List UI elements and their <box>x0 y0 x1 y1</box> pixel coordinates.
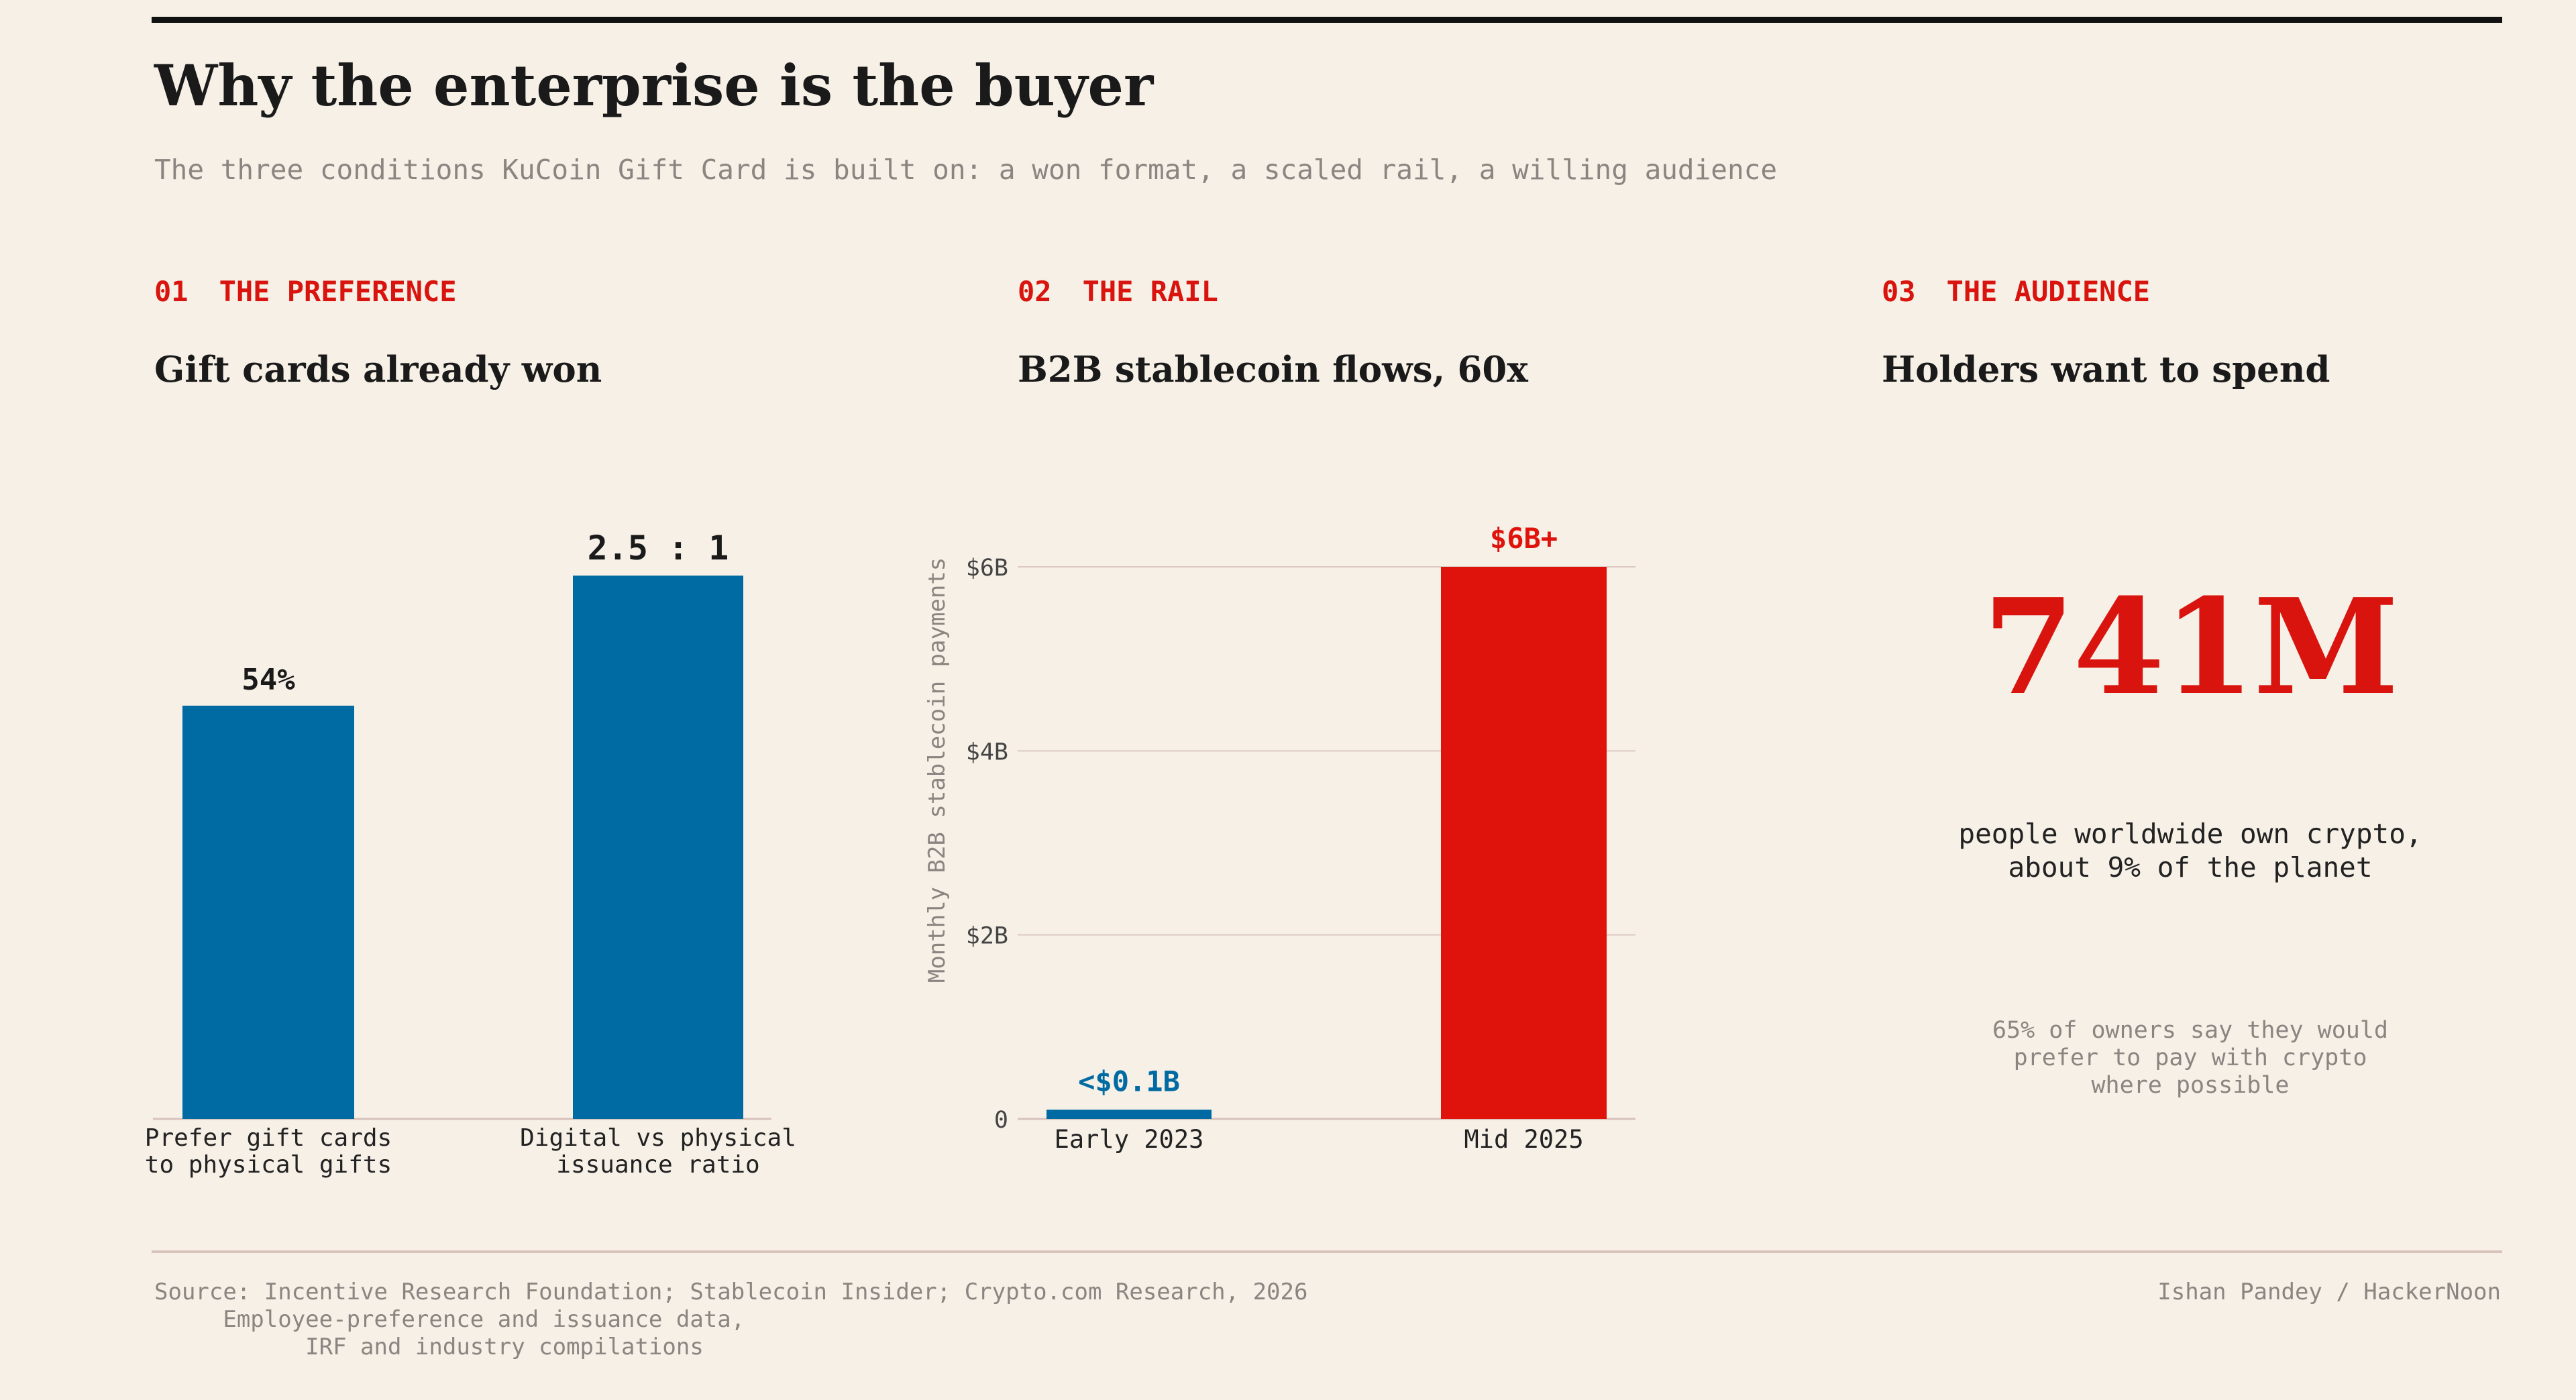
page-title: Why the enterprise is the buyer <box>154 52 1154 119</box>
category-label: Digital vs physical issuance ratio <box>520 1124 796 1179</box>
bar <box>1441 567 1607 1119</box>
category-label: Prefer gift cards to physical gifts <box>145 1124 392 1179</box>
top-rule <box>152 17 2502 23</box>
panel-1-kicker: 01 THE PREFERENCE <box>154 275 457 308</box>
bar <box>573 576 743 1119</box>
y-tick-label: $6B <box>966 555 1008 582</box>
category-label: Early 2023 <box>1055 1125 1204 1154</box>
panel-3-title: Holders want to spend <box>1882 349 2330 390</box>
y-axis-label: Monthly B2B stablecoin payments <box>924 557 951 983</box>
bar <box>182 705 354 1119</box>
stat-value: 741M <box>1982 570 2399 724</box>
stat-caption: people worldwide own crypto, about 9% of… <box>1958 818 2422 883</box>
source-note: Source: Incentive Research Foundation; S… <box>154 1279 1308 1360</box>
panel-2-number: 02 <box>1018 275 1052 308</box>
panel-3-kicker: 03 THE AUDIENCE <box>1882 275 2150 308</box>
y-tick-label: 0 <box>994 1107 1008 1134</box>
panel-3-number: 03 <box>1882 275 1916 308</box>
data-label: 54% <box>241 663 295 697</box>
panel-3-label: THE AUDIENCE <box>1946 275 2151 308</box>
y-tick-label: $4B <box>966 739 1008 765</box>
panel-2-title: B2B stablecoin flows, 60x <box>1018 349 1528 390</box>
stat-note: 65% of owners say they would prefer to p… <box>1992 1017 2388 1099</box>
data-label: <$0.1B <box>1078 1065 1180 1097</box>
data-label: 2.5 : 1 <box>588 529 729 568</box>
bar <box>1046 1110 1212 1119</box>
category-label: Mid 2025 <box>1464 1125 1583 1154</box>
data-label: $6B+ <box>1490 522 1558 555</box>
panel-2-kicker: 02 THE RAIL <box>1018 275 1218 308</box>
page-subtitle: The three conditions KuCoin Gift Card is… <box>154 154 1778 186</box>
byline: Ishan Pandey / HackerNoon <box>2157 1279 2501 1305</box>
panel-1-number: 01 <box>154 275 189 308</box>
panel-1-label: THE PREFERENCE <box>219 275 457 308</box>
bottom-rule <box>152 1250 2502 1253</box>
y-tick-label: $2B <box>966 923 1008 950</box>
panel-2-label: THE RAIL <box>1082 275 1218 308</box>
panel-1-title: Gift cards already won <box>154 349 602 390</box>
